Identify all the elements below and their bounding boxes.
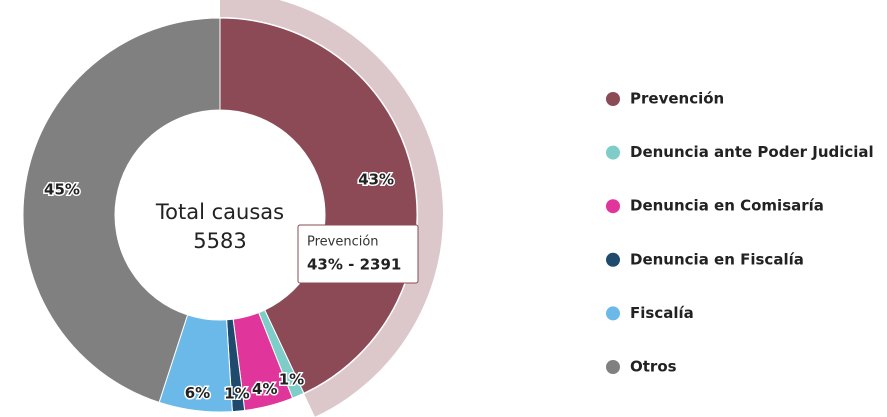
data-label: 1% [224,385,249,403]
data-label: 6% [185,384,210,402]
tooltip-title: Prevención [307,235,379,250]
center-title: Total causas [155,200,284,224]
legend-label: Fiscalía [630,304,694,322]
legend-label: Denuncia en Fiscalía [630,250,804,268]
center-value: 5583 [193,229,246,253]
hover-halo [220,0,443,417]
legend-marker [606,360,620,374]
legend-label: Otros [630,358,677,376]
data-label: 1% [279,371,304,389]
slice [219,17,418,394]
legend-marker [606,145,620,160]
legend-marker [606,252,620,267]
legend-label: Prevención [630,90,724,108]
slice [22,17,221,403]
data-label: 43% [358,171,394,189]
tooltip-text: 43% - 2391 [307,256,401,274]
legend-label: Denuncia ante Poder Judicial [630,143,874,161]
tooltip-box [297,224,419,284]
legend-marker [606,199,620,214]
legend-marker [606,92,620,106]
data-label: 45% [44,180,80,198]
legend-label: Denuncia en Comisaría [630,197,824,215]
data-label: 4% [252,380,277,398]
legend-marker [606,306,620,321]
donut [22,0,443,417]
